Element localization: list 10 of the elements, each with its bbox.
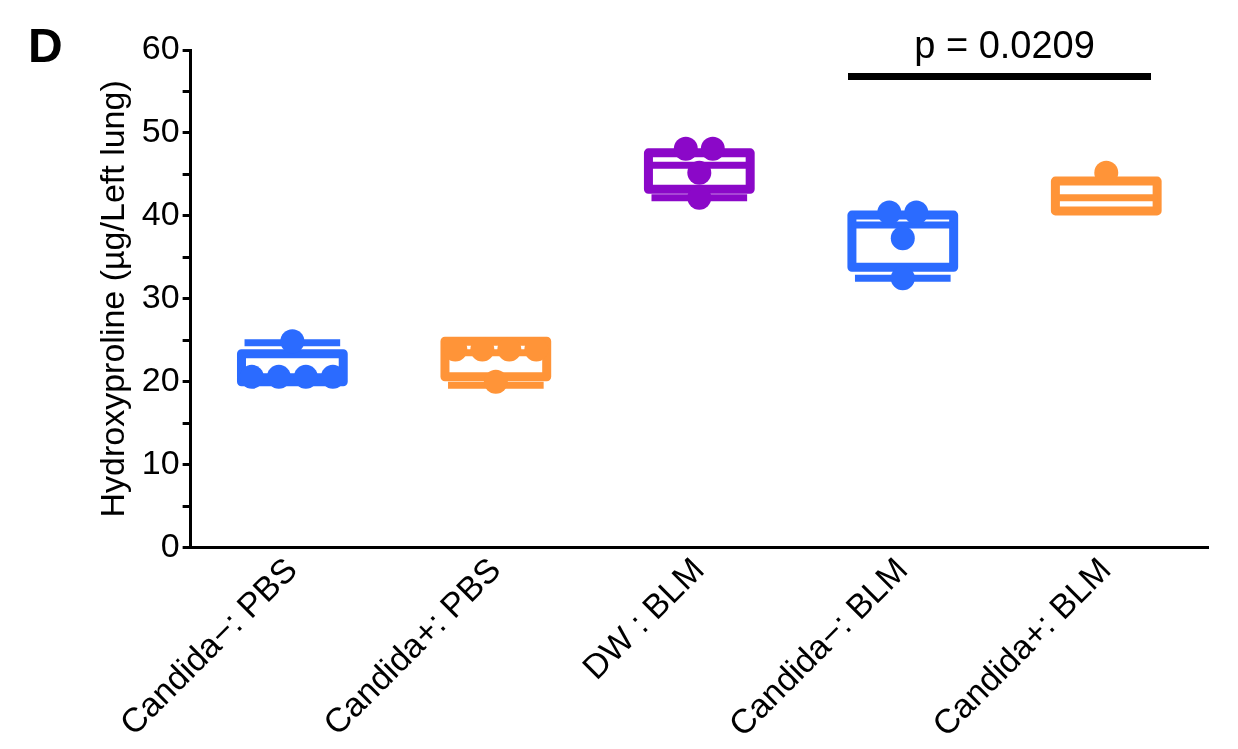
y-tick-label: 0 [160,526,180,565]
text: D [28,19,63,72]
y-tick-label: 40 [141,194,180,233]
y-tick-label: 20 [141,360,180,399]
y-tick-label: 60 [141,28,180,67]
y-axis-title: Hydroxyproline (µg/Left lung) [92,80,131,518]
y-tick-label: 10 [141,443,180,482]
y-tick-label: 30 [141,277,180,316]
annotation: p = 0.0209 [914,24,1095,66]
y-tick-label: 50 [141,111,180,150]
